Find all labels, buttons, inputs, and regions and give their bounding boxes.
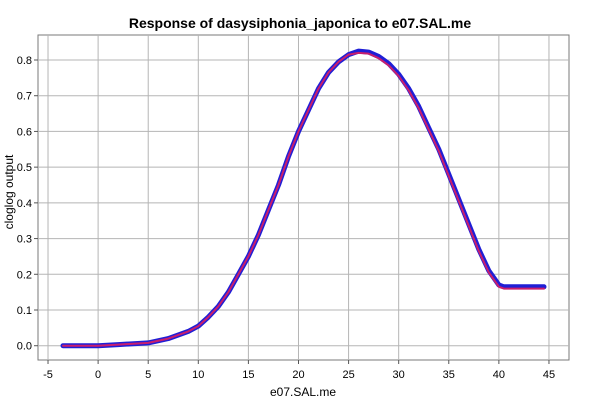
y-tick-label: 0.5 xyxy=(17,162,32,174)
x-tick-label: 10 xyxy=(192,369,204,381)
x-tick-label: 25 xyxy=(342,369,354,381)
x-tick-label: -5 xyxy=(43,369,53,381)
x-tick-label: 35 xyxy=(443,369,455,381)
x-tick-label: 40 xyxy=(493,369,505,381)
y-tick-label: 0.1 xyxy=(17,305,32,317)
grid-lines xyxy=(38,35,569,360)
chart-title: Response of dasysiphonia_japonica to e07… xyxy=(129,15,472,31)
axis-ticks xyxy=(34,59,550,364)
x-tick-label: 20 xyxy=(292,369,304,381)
y-tick-label: 0.7 xyxy=(17,91,32,103)
plot-area xyxy=(37,34,570,361)
y-tick-label: 0.0 xyxy=(17,341,32,353)
series-lines xyxy=(60,48,547,349)
y-axis-label: cloglog output xyxy=(2,154,16,229)
y-tick-label: 0.4 xyxy=(17,198,32,210)
x-tick-label: 0 xyxy=(95,369,101,381)
y-tick-label: 0.2 xyxy=(17,269,32,281)
y-tick-label: 0.3 xyxy=(17,234,32,246)
y-tick-label: 0.6 xyxy=(17,126,32,138)
response-line-secondary xyxy=(62,51,545,347)
y-tick-label: 0.8 xyxy=(17,55,32,67)
x-tick-label: 15 xyxy=(242,369,254,381)
x-tick-labels: -5 0 5 10 15 20 25 30 35 40 45 xyxy=(43,369,555,381)
x-axis-label: e07.SAL.me xyxy=(270,385,336,399)
x-tick-label: 5 xyxy=(145,369,151,381)
x-tick-label: 45 xyxy=(543,369,555,381)
y-tick-labels: 0.0 0.1 0.2 0.3 0.4 0.5 0.6 0.7 0.8 xyxy=(17,55,32,353)
x-tick-label: 30 xyxy=(393,369,405,381)
